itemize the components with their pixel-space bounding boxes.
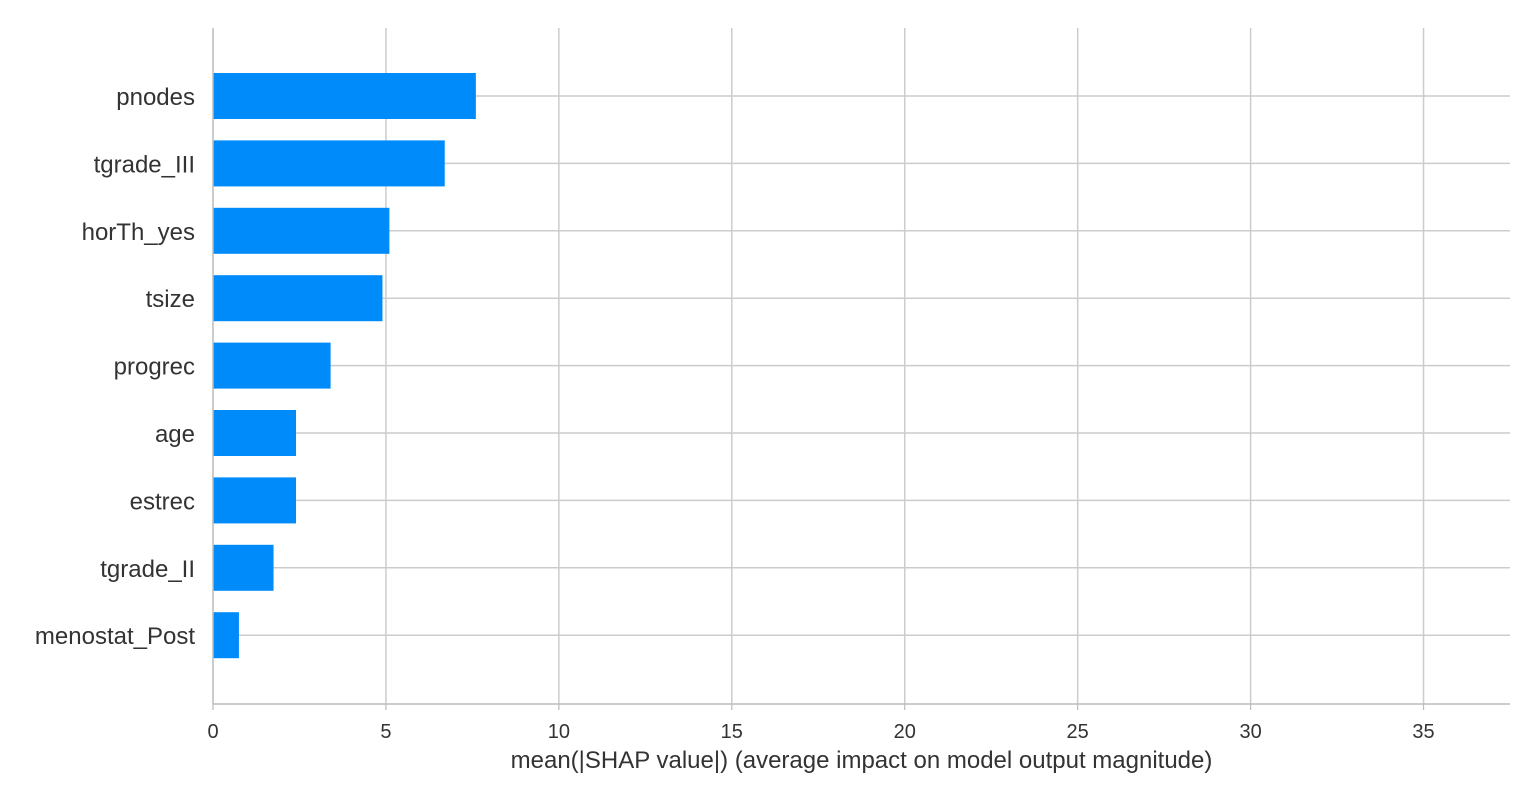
bar-tgrade_II xyxy=(213,544,274,591)
x-tick-label: 20 xyxy=(894,721,916,743)
bar-menostat_Post xyxy=(213,612,239,659)
bar-estrec xyxy=(213,477,297,524)
feature-label-age: age xyxy=(155,421,195,448)
x-tick-label: 10 xyxy=(548,721,570,743)
feature-label-pnodes: pnodes xyxy=(116,84,195,111)
bar-tgrade_III xyxy=(213,140,445,187)
feature-label-progrec: progrec xyxy=(114,354,195,381)
x-axis-title: mean(|SHAP value|) (average impact on mo… xyxy=(511,747,1213,774)
feature-label-tgrade_II: tgrade_II xyxy=(100,556,195,583)
x-tick-label: 0 xyxy=(207,721,218,743)
grid-lines xyxy=(213,28,1510,704)
feature-label-menostat_Post: menostat_Post xyxy=(35,623,195,650)
feature-label-tgrade_III: tgrade_III xyxy=(94,151,195,178)
bar-pnodes xyxy=(213,73,476,119)
feature-label-estrec: estrec xyxy=(130,488,195,515)
feature-label-horTh_yes: horTh_yes xyxy=(82,219,195,246)
x-tick-label: 30 xyxy=(1239,721,1261,743)
feature-label-tsize: tsize xyxy=(146,286,195,313)
bar-horTh_yes xyxy=(213,207,390,254)
bar-progrec xyxy=(213,342,331,389)
bar-tsize xyxy=(213,275,383,322)
x-tick-label: 15 xyxy=(721,721,743,743)
x-tick-label: 25 xyxy=(1067,721,1089,743)
x-tick-label: 5 xyxy=(380,721,391,743)
x-axis: 0 5 10 15 20 25 30 35 xyxy=(207,28,1510,743)
x-tick-label: 35 xyxy=(1412,721,1434,743)
bar-age xyxy=(213,410,297,456)
bars xyxy=(213,73,476,659)
